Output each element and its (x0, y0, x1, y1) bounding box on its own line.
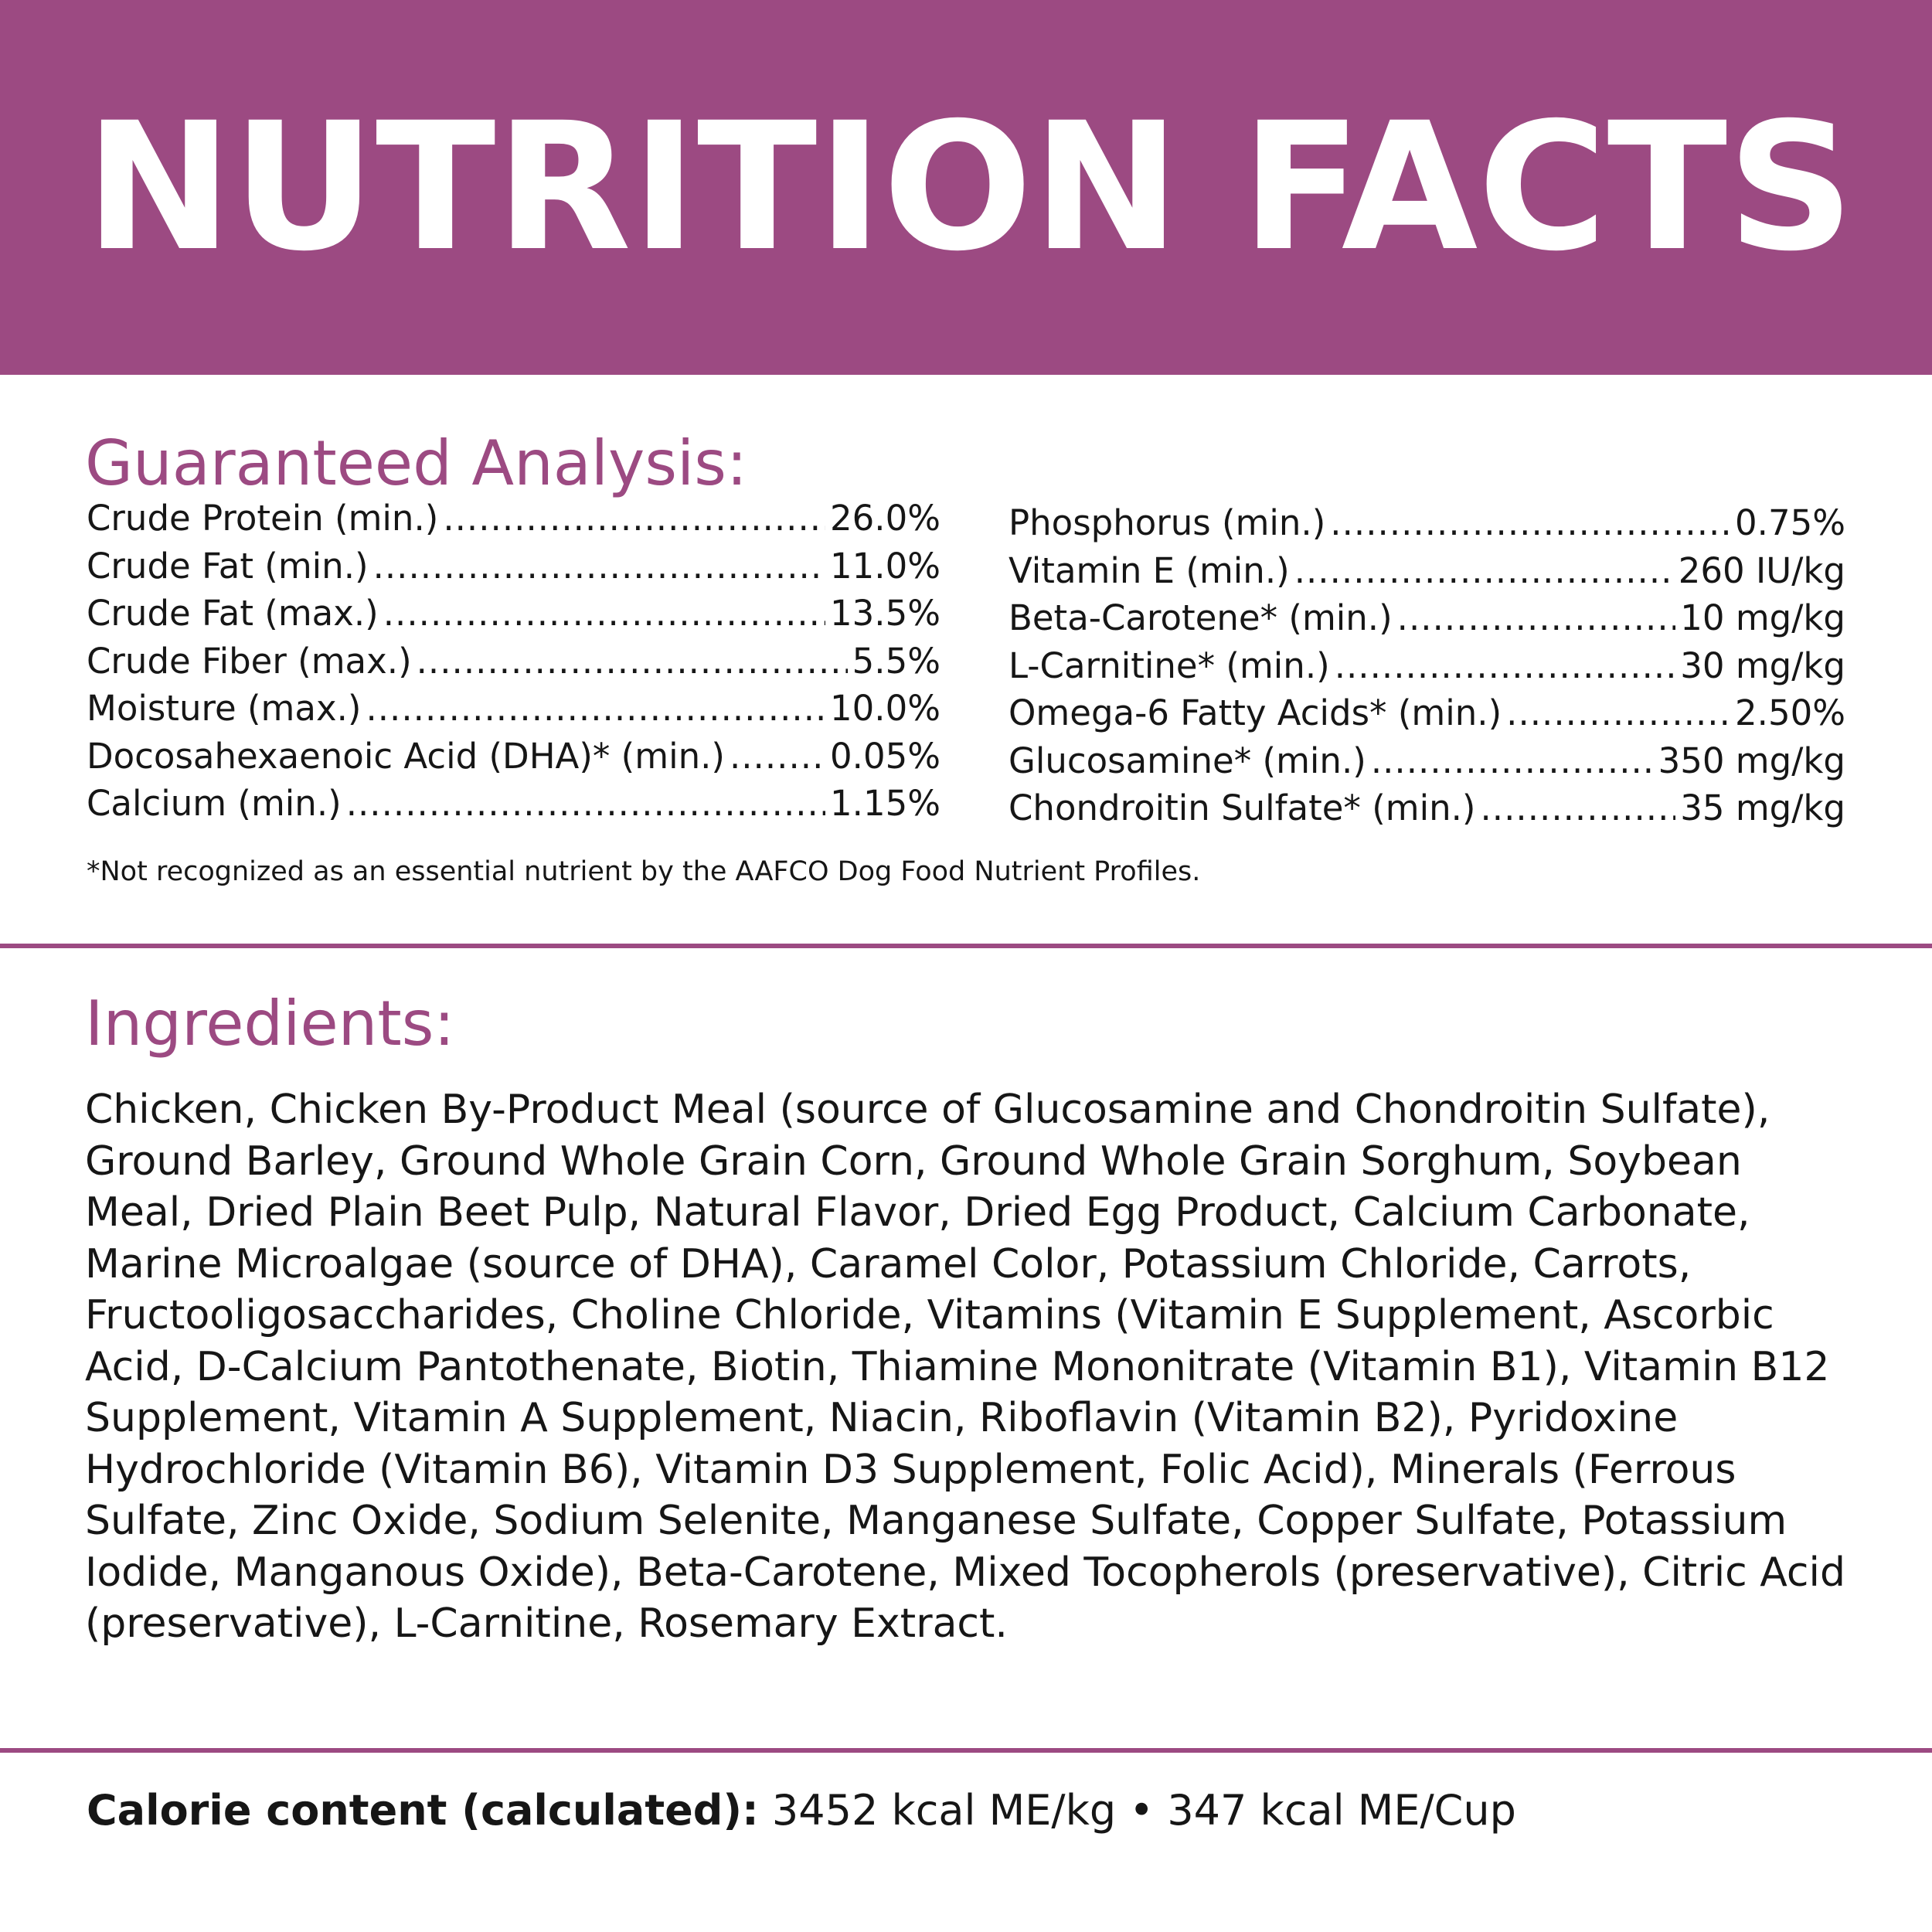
dot-leader (383, 590, 825, 638)
analysis-right-column: Phosphorus (min.) 0.75% Vitamin E (min.)… (1009, 499, 1845, 832)
calorie-content-label: Calorie content (calculated): (87, 1786, 759, 1835)
dot-leader (366, 685, 825, 733)
nutrient-value: 0.75% (1735, 502, 1845, 543)
dot-leader (1371, 737, 1654, 785)
analysis-row: Beta-Carotene* (min.) 10 mg/kg (1009, 594, 1845, 642)
section-divider (0, 1748, 1932, 1753)
analysis-row: Crude Fat (max.) 13.5% (87, 590, 940, 638)
nutrient-value: 10 mg/kg (1680, 597, 1845, 638)
analysis-row: Chondroitin Sulfate* (min.) 35 mg/kg (1009, 784, 1845, 832)
nutrient-value: 35 mg/kg (1680, 787, 1845, 828)
dot-leader (373, 543, 825, 590)
nutrient-name: Docosahexaenoic Acid (DHA)* (min.) (87, 735, 725, 777)
nutrient-value: 350 mg/kg (1658, 740, 1845, 781)
dot-leader (346, 780, 825, 828)
analysis-row: Vitamin E (min.) 260 IU/kg (1009, 547, 1845, 595)
ingredients-list: Chicken, Chicken By-Product Meal (source… (85, 1087, 1845, 1647)
analysis-row: Phosphorus (min.) 0.75% (1009, 499, 1845, 547)
nutrient-value: 11.0% (830, 545, 940, 587)
dot-leader (730, 733, 825, 781)
analysis-row: Crude Fat (min.) 11.0% (87, 543, 940, 590)
nutrient-value: 0.05% (830, 735, 940, 777)
guaranteed-analysis-heading: Guaranteed Analysis: (85, 427, 747, 499)
analysis-row: Calcium (min.) 1.15% (87, 780, 940, 828)
nutrient-value: 5.5% (852, 640, 940, 682)
dot-leader (1330, 499, 1730, 547)
analysis-row: Crude Fiber (max.) 5.5% (87, 638, 940, 685)
analysis-row: Crude Protein (min.) 26.0% (87, 495, 940, 543)
analysis-left-column: Crude Protein (min.) 26.0% Crude Fat (mi… (87, 495, 940, 828)
nutrient-name: L-Carnitine* (min.) (1009, 645, 1330, 686)
nutrient-value: 26.0% (830, 498, 940, 539)
dot-leader (1335, 642, 1676, 690)
ingredients-heading: Ingredients: (85, 988, 455, 1060)
analysis-row: Docosahexaenoic Acid (DHA)* (min.) 0.05% (87, 733, 940, 781)
section-divider (0, 944, 1932, 948)
nutrient-name: Moisture (max.) (87, 688, 362, 729)
dot-leader (417, 638, 848, 685)
nutrient-value: 1.15% (830, 783, 940, 824)
nutrient-name: Crude Fiber (max.) (87, 640, 412, 682)
analysis-row: Omega-6 Fatty Acids* (min.) 2.50% (1009, 689, 1845, 737)
page-title: NUTRITION FACTS (85, 84, 1855, 290)
dot-leader (1506, 689, 1730, 737)
analysis-row: Moisture (max.) 10.0% (87, 685, 940, 733)
dot-leader (1481, 784, 1676, 832)
dot-leader (1397, 594, 1676, 642)
dot-leader (443, 495, 825, 543)
nutrient-name: Glucosamine* (min.) (1009, 740, 1366, 781)
aafco-footnote: *Not recognized as an essential nutrient… (87, 856, 1201, 887)
nutrient-name: Vitamin E (min.) (1009, 549, 1290, 591)
nutrient-value: 2.50% (1735, 692, 1845, 733)
title-banner: NUTRITION FACTS (0, 0, 1932, 375)
dot-leader (1294, 547, 1674, 595)
nutrient-name: Chondroitin Sulfate* (min.) (1009, 787, 1476, 828)
analysis-row: Glucosamine* (min.) 350 mg/kg (1009, 737, 1845, 785)
analysis-row: L-Carnitine* (min.) 30 mg/kg (1009, 642, 1845, 690)
calorie-content-value: 3452 kcal ME/kg • 347 kcal ME/Cup (758, 1786, 1516, 1835)
nutrient-name: Beta-Carotene* (min.) (1009, 597, 1393, 638)
nutrient-value: 13.5% (830, 593, 940, 634)
nutrient-name: Omega-6 Fatty Acids* (min.) (1009, 692, 1502, 733)
calorie-content: Calorie content (calculated): 3452 kcal … (87, 1784, 1516, 1838)
nutrient-value: 10.0% (830, 688, 940, 729)
nutrient-name: Crude Protein (min.) (87, 498, 439, 539)
nutrient-name: Phosphorus (min.) (1009, 502, 1326, 543)
nutrient-name: Crude Fat (max.) (87, 593, 379, 634)
nutrient-value: 260 IU/kg (1678, 549, 1845, 591)
nutrient-name: Crude Fat (min.) (87, 545, 369, 587)
nutrient-name: Calcium (min.) (87, 783, 342, 824)
nutrient-value: 30 mg/kg (1680, 645, 1845, 686)
